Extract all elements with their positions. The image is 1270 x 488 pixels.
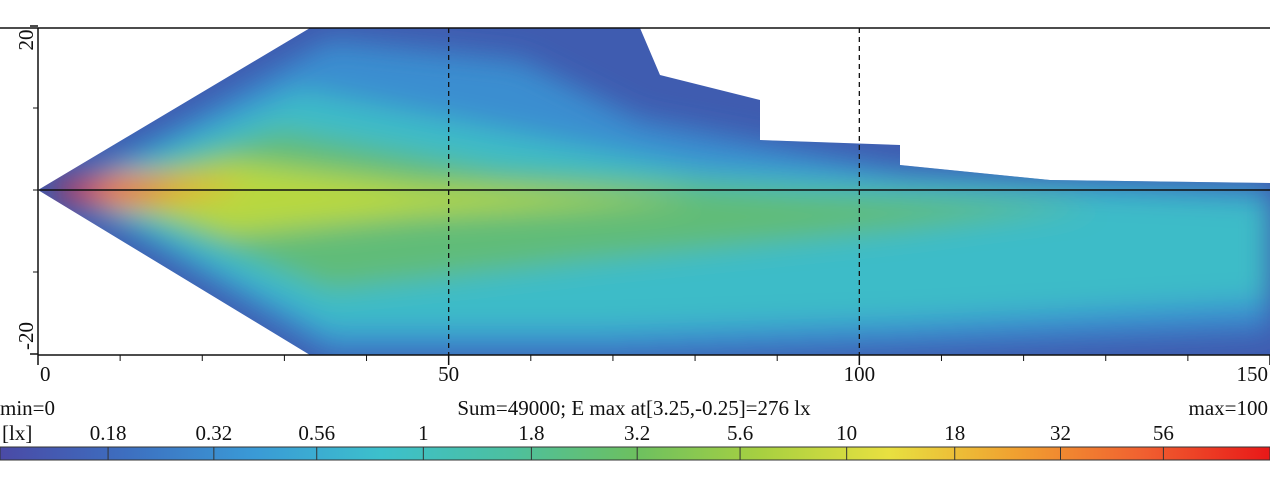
colorbar-tick-label: 56	[1153, 421, 1174, 445]
colorbar-tick-label: 10	[836, 421, 857, 445]
x-tick-label: 100	[844, 362, 876, 386]
x-tick-label: 0	[40, 362, 51, 386]
colorbar-tick-label: 18	[944, 421, 965, 445]
colorbar-tick-label: 5.6	[727, 421, 753, 445]
summary-label: Sum=49000; E max at[3.25,-0.25]=276 lx	[457, 396, 811, 420]
colorbar-tick-label: 0.56	[298, 421, 335, 445]
colorbar-tick-label: 32	[1050, 421, 1071, 445]
colorbar	[0, 446, 1270, 461]
colorbar-tick-label: 0.32	[195, 421, 232, 445]
colorbar-unit: [lx]	[2, 421, 32, 445]
max-label: max=100	[1189, 396, 1269, 420]
y-tick-label: -20	[14, 322, 38, 350]
colorbar-tick-label: 0.18	[90, 421, 127, 445]
colorbar-tick-label: 1	[418, 421, 429, 445]
x-tick-label: 150	[1237, 362, 1269, 386]
x-tick-label: 50	[438, 362, 459, 386]
heatmap	[38, 28, 1270, 355]
colorbar-tick-label: 1.8	[518, 421, 544, 445]
colorbar-tick-label: 3.2	[624, 421, 650, 445]
min-label: min=0	[0, 396, 55, 420]
y-tick-label: 20	[14, 30, 38, 51]
